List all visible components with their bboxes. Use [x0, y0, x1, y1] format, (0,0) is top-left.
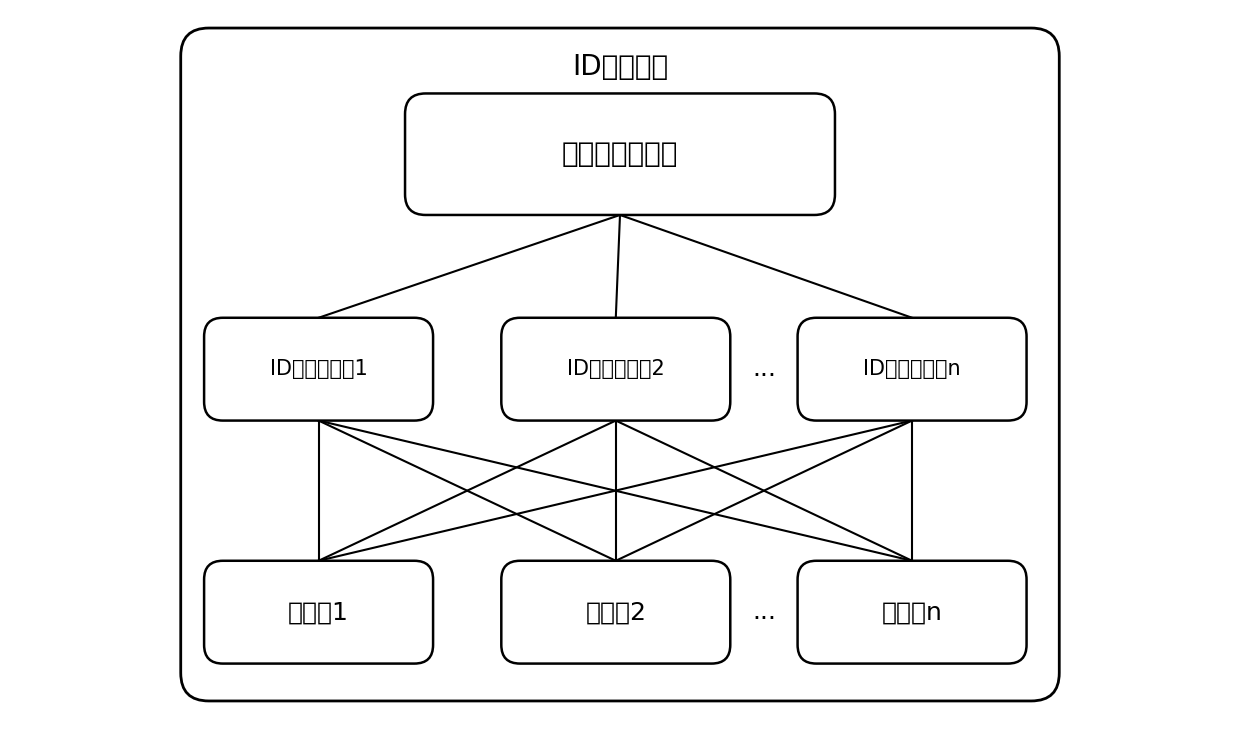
- FancyBboxPatch shape: [501, 561, 730, 663]
- FancyBboxPatch shape: [501, 318, 730, 421]
- FancyBboxPatch shape: [181, 28, 1059, 701]
- Text: ID分配系统: ID分配系统: [572, 53, 668, 82]
- Text: ID分配服务器2: ID分配服务器2: [567, 359, 665, 379]
- FancyBboxPatch shape: [797, 318, 1027, 421]
- FancyBboxPatch shape: [205, 318, 433, 421]
- FancyBboxPatch shape: [205, 561, 433, 663]
- Text: ID分配服务器n: ID分配服务器n: [863, 359, 961, 379]
- FancyBboxPatch shape: [797, 561, 1027, 663]
- Text: ...: ...: [751, 357, 776, 381]
- Text: 业务方n: 业务方n: [882, 600, 942, 624]
- Text: 业务方1: 业务方1: [288, 600, 348, 624]
- Text: 业务方2: 业务方2: [585, 600, 646, 624]
- Text: ...: ...: [751, 600, 776, 624]
- Text: ID分配服务器1: ID分配服务器1: [270, 359, 367, 379]
- FancyBboxPatch shape: [405, 93, 835, 215]
- Text: 强一致性数据库: 强一致性数据库: [562, 140, 678, 168]
